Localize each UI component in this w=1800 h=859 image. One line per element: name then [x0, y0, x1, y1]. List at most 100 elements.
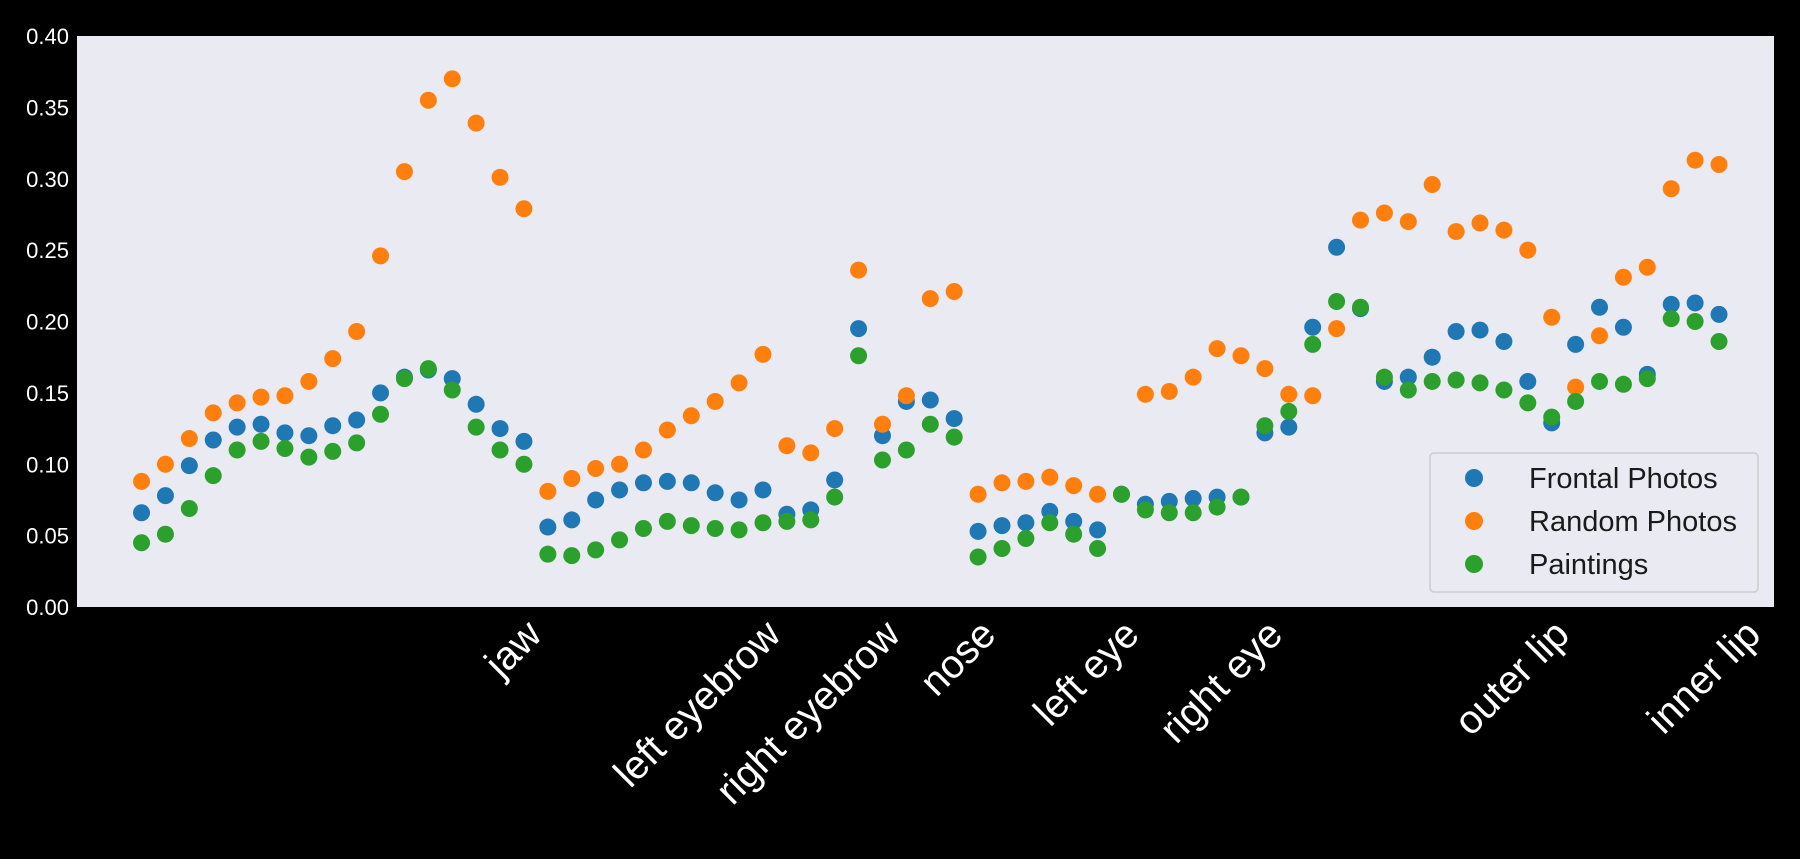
data-point-paintings	[658, 512, 676, 530]
data-point-random-photos	[276, 387, 294, 405]
data-point-random-photos	[156, 455, 174, 473]
legend-box	[1429, 452, 1759, 593]
data-point-random-photos	[348, 322, 366, 340]
data-points	[133, 70, 1728, 566]
data-point-frontal-photos	[634, 474, 652, 492]
data-point-paintings	[826, 488, 844, 506]
data-point-paintings	[1304, 335, 1322, 353]
data-point-random-photos	[611, 455, 629, 473]
data-point-random-photos	[252, 388, 270, 406]
data-point-paintings	[443, 381, 461, 399]
data-point-frontal-photos	[515, 432, 533, 450]
data-point-frontal-photos	[204, 431, 222, 449]
data-point-frontal-photos	[1567, 335, 1585, 353]
data-point-paintings	[324, 442, 342, 460]
data-point-paintings	[467, 418, 485, 436]
data-point-random-photos	[730, 374, 748, 392]
data-point-paintings	[1614, 375, 1632, 393]
data-point-paintings	[1662, 310, 1680, 328]
data-point-random-photos	[706, 392, 724, 410]
data-point-frontal-photos	[1662, 295, 1680, 313]
data-point-random-photos	[300, 372, 318, 390]
data-point-paintings	[252, 432, 270, 450]
data-point-random-photos	[228, 394, 246, 412]
data-point-random-photos	[563, 470, 581, 488]
data-point-paintings	[1567, 392, 1585, 410]
data-point-paintings	[682, 517, 700, 535]
data-point-random-photos	[1232, 347, 1250, 365]
data-point-paintings	[1519, 394, 1537, 412]
y-tick-label: 0.10	[26, 452, 69, 477]
data-point-frontal-photos	[1423, 348, 1441, 366]
data-point-paintings	[1041, 514, 1059, 532]
data-point-frontal-photos	[1089, 521, 1107, 539]
data-point-frontal-photos	[850, 320, 868, 338]
data-point-random-photos	[1160, 382, 1178, 400]
data-point-frontal-photos	[754, 481, 772, 499]
data-point-frontal-photos	[1519, 372, 1537, 390]
data-point-frontal-photos	[300, 427, 318, 445]
y-axis: 0.00 0.05 0.10 0.15 0.20 0.25 0.30 0.35 0.40	[26, 24, 69, 620]
data-point-random-photos	[1352, 211, 1370, 229]
legend: Frontal Photos Random Photos Paintings	[1429, 452, 1759, 593]
data-point-paintings	[1232, 488, 1250, 506]
data-point-random-photos	[1662, 180, 1680, 198]
data-point-random-photos	[873, 415, 891, 433]
data-point-paintings	[1399, 381, 1417, 399]
data-point-paintings	[1710, 332, 1728, 350]
data-point-frontal-photos	[969, 522, 987, 540]
data-point-frontal-photos	[1710, 305, 1728, 323]
data-point-frontal-photos	[467, 395, 485, 413]
data-point-paintings	[1208, 498, 1226, 516]
data-point-frontal-photos	[706, 484, 724, 502]
data-point-paintings	[1638, 370, 1656, 388]
data-point-frontal-photos	[348, 411, 366, 429]
data-point-frontal-photos	[587, 491, 605, 509]
data-point-random-photos	[204, 404, 222, 422]
legend-marker-random-photos	[1465, 512, 1483, 530]
data-point-frontal-photos	[372, 384, 390, 402]
data-point-frontal-photos	[993, 517, 1011, 535]
data-point-random-photos	[897, 387, 915, 405]
data-point-random-photos	[1591, 327, 1609, 345]
data-point-frontal-photos	[1304, 318, 1322, 336]
data-point-paintings	[634, 519, 652, 537]
data-point-paintings	[372, 405, 390, 423]
data-point-frontal-photos	[945, 410, 963, 428]
data-point-random-photos	[1017, 472, 1035, 490]
legend-label-random-photos: Random Photos	[1529, 506, 1737, 538]
data-point-random-photos	[1375, 204, 1393, 222]
y-tick-label: 0.30	[26, 167, 69, 192]
data-point-paintings	[1352, 298, 1370, 316]
data-point-paintings	[1375, 368, 1393, 386]
data-point-paintings	[1089, 539, 1107, 557]
data-point-frontal-photos	[156, 487, 174, 505]
data-point-frontal-photos	[1495, 332, 1513, 350]
data-point-paintings	[873, 451, 891, 469]
data-point-random-photos	[395, 163, 413, 181]
data-point-frontal-photos	[1447, 322, 1465, 340]
data-point-random-photos	[133, 472, 151, 490]
data-point-paintings	[706, 519, 724, 537]
data-point-random-photos	[993, 474, 1011, 492]
data-point-random-photos	[1614, 268, 1632, 286]
data-point-paintings	[611, 531, 629, 549]
data-point-paintings	[1280, 402, 1298, 420]
data-point-random-photos	[1304, 387, 1322, 405]
data-point-random-photos	[1567, 378, 1585, 396]
series-paintings	[133, 293, 1728, 566]
legend-marker-frontal-photos	[1465, 469, 1483, 487]
data-point-frontal-photos	[1614, 318, 1632, 336]
data-point-random-photos	[682, 407, 700, 425]
data-point-paintings	[1160, 504, 1178, 522]
data-point-paintings	[515, 455, 533, 473]
data-point-random-photos	[1423, 175, 1441, 193]
data-point-frontal-photos	[1328, 238, 1346, 256]
data-point-paintings	[921, 415, 939, 433]
data-point-frontal-photos	[539, 518, 557, 536]
data-point-frontal-photos	[1184, 490, 1202, 508]
data-point-random-photos	[1399, 213, 1417, 231]
data-point-frontal-photos	[1471, 321, 1489, 339]
data-point-paintings	[348, 434, 366, 452]
